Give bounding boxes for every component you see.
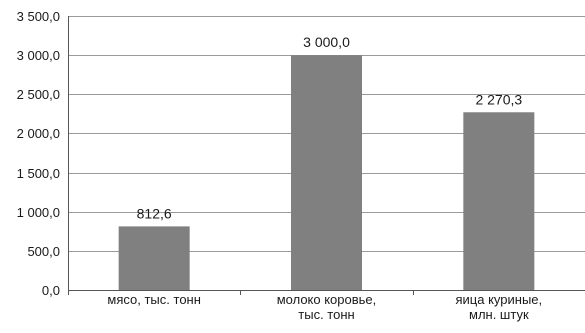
y-tick-label: 2 500,0 bbox=[17, 87, 60, 102]
data-labels: 812,6 3 000,0 2 270,3 bbox=[137, 34, 523, 221]
category-label: мясо, тыс. тонн bbox=[107, 292, 201, 307]
y-tick-label: 0,0 bbox=[42, 283, 60, 298]
category-label: млн. штук bbox=[469, 307, 529, 322]
category-label: молоко коровье, bbox=[277, 292, 377, 307]
category-label: тыс. тонн bbox=[298, 307, 354, 322]
y-tick-label: 3 000,0 bbox=[17, 48, 60, 63]
data-label: 812,6 bbox=[137, 205, 172, 221]
data-label: 3 000,0 bbox=[303, 34, 350, 50]
data-label: 2 270,3 bbox=[475, 91, 522, 107]
bar bbox=[118, 226, 190, 290]
y-tick-label: 500,0 bbox=[27, 244, 60, 259]
y-tick-label: 2 000,0 bbox=[17, 126, 60, 141]
y-tick-label: 1 500,0 bbox=[17, 166, 60, 181]
axes bbox=[68, 16, 585, 295]
y-tick-label: 3 500,0 bbox=[17, 9, 60, 24]
category-label: яица куриные, bbox=[456, 292, 543, 307]
bar bbox=[463, 112, 535, 290]
category-labels: мясо, тыс. тонн молоко коровье,тыс. тонн я… bbox=[107, 292, 542, 322]
y-tick-labels: 0,0 500,0 1 000,0 1 500,0 2 000,0 2 500,0 3 00… bbox=[17, 9, 60, 298]
bars bbox=[118, 55, 535, 291]
y-tick-label: 1 000,0 bbox=[17, 205, 60, 220]
bar bbox=[291, 55, 362, 291]
